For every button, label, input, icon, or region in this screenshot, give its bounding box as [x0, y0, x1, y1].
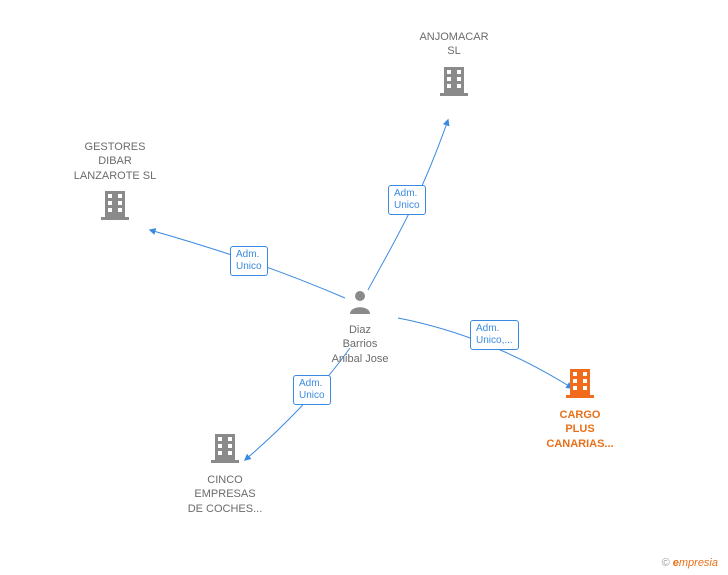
node-label: CARGO PLUS CANARIAS...	[525, 408, 635, 451]
building-icon	[98, 187, 132, 221]
brand-name: empresia	[673, 557, 718, 569]
node-label: GESTORES DIBAR LANZAROTE SL	[60, 140, 170, 183]
building-icon	[563, 365, 597, 399]
building-icon	[208, 430, 242, 464]
node-label: CINCO EMPRESAS DE COCHES...	[170, 473, 280, 516]
edge-label-anjomacar: Adm. Unico	[388, 185, 426, 215]
watermark: © empresia	[662, 557, 718, 569]
node-anjomacar[interactable]: ANJOMACAR SL	[399, 30, 509, 102]
building-icon	[437, 63, 471, 97]
node-cinco[interactable]: CINCO EMPRESAS DE COCHES...	[170, 430, 280, 516]
node-cargo[interactable]: CARGO PLUS CANARIAS...	[525, 365, 635, 451]
edge-label-cinco: Adm. Unico	[293, 375, 331, 405]
node-person[interactable]: Diaz Barrios Anibal Jose	[315, 288, 405, 366]
node-label: ANJOMACAR SL	[399, 30, 509, 59]
edge-label-cargo: Adm. Unico,...	[470, 320, 519, 350]
relationship-diagram: Adm. Unico Adm. Unico Adm. Unico Adm. Unico…	[0, 0, 728, 575]
node-gestores[interactable]: GESTORES DIBAR LANZAROTE SL	[60, 140, 170, 226]
person-icon	[347, 288, 373, 314]
edge-label-gestores: Adm. Unico	[230, 246, 268, 276]
node-label: Diaz Barrios Anibal Jose	[315, 323, 405, 366]
copyright-symbol: ©	[662, 557, 670, 569]
